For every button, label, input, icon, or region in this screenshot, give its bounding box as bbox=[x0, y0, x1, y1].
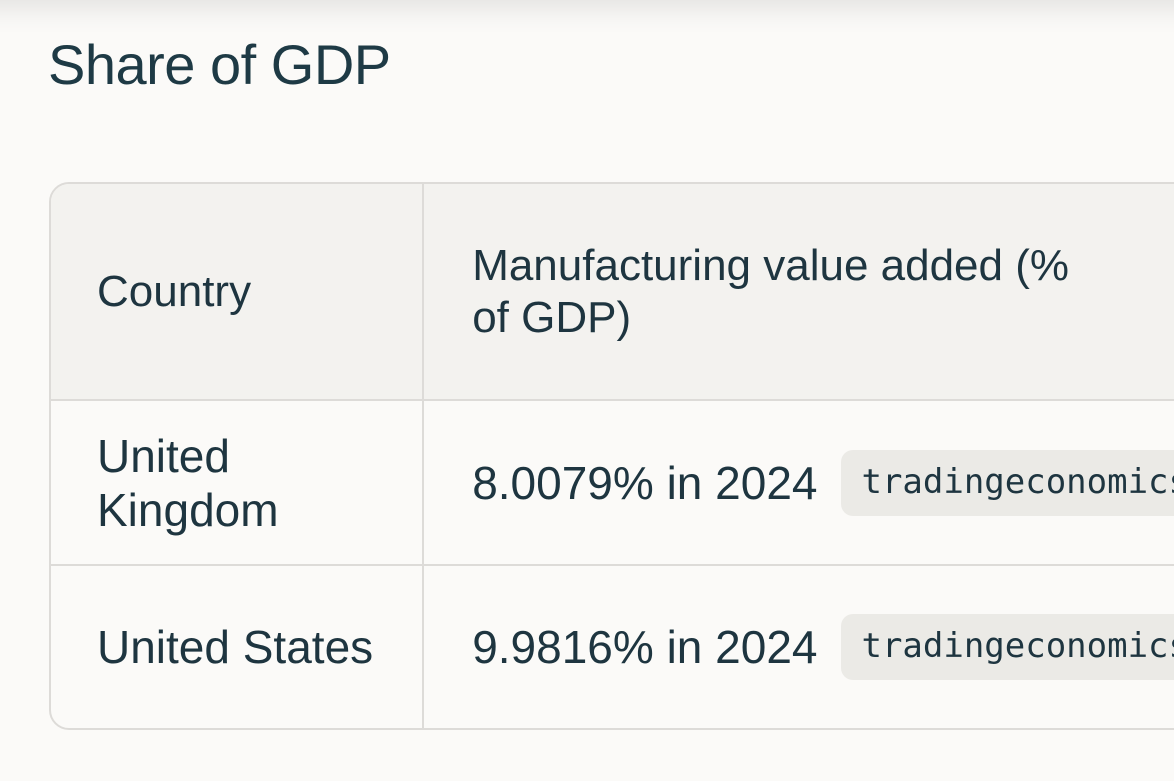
column-header-value-label: Manufacturing value added (% of GDP) bbox=[472, 240, 1070, 342]
value-text: 8.0079% in 2024 bbox=[472, 456, 818, 509]
table-row: United Kingdom 8.0079% in 2024 tradingec… bbox=[51, 399, 1174, 565]
value-text: 9.9816% in 2024 bbox=[472, 621, 818, 673]
source-chip[interactable]: tradingeconomics bbox=[841, 614, 1174, 680]
country-cell: United Kingdom bbox=[51, 399, 425, 565]
gdp-share-table: Country Manufacturing value added (% of … bbox=[49, 182, 1174, 730]
table-header-row: Country Manufacturing value added (% of … bbox=[51, 184, 1174, 400]
column-header-country-label: Country bbox=[97, 266, 252, 316]
table-row: United States 9.9816% in 2024 tradingeco… bbox=[51, 564, 1174, 728]
country-name: United Kingdom bbox=[97, 429, 279, 536]
column-header-value: Manufacturing value added (% of GDP) bbox=[423, 184, 1174, 400]
source-chip[interactable]: tradingeconomics bbox=[841, 449, 1174, 516]
value-cell: 8.0079% in 2024 tradingeconomics bbox=[423, 399, 1174, 565]
country-name: United States bbox=[97, 621, 374, 673]
data-table: Country Manufacturing value added (% of … bbox=[51, 184, 1174, 728]
section-title: Share of GDP bbox=[48, 33, 391, 96]
value-cell: 9.9816% in 2024 tradingeconomics bbox=[423, 564, 1174, 728]
column-header-country: Country bbox=[51, 184, 425, 400]
country-cell: United States bbox=[51, 564, 425, 728]
